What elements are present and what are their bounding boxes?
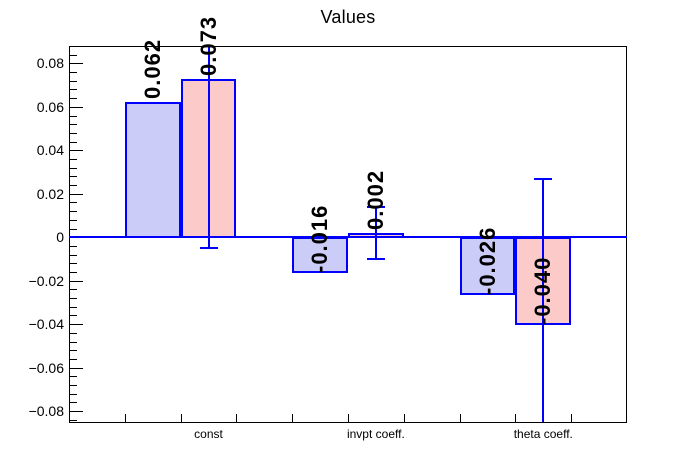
x-axis-tick [124,414,126,422]
y-axis-minor-tick [70,289,77,291]
y-axis-minor-tick [70,211,77,213]
plot-frame [69,46,627,423]
y-axis-tick-label: 0.02 [36,185,64,202]
bar-value-label: 0.002 [362,169,388,230]
y-axis-minor-tick [70,89,77,91]
y-axis-major-tick [70,280,83,282]
y-axis-minor-tick [70,98,77,100]
y-axis-minor-tick [70,315,77,317]
y-axis-tick-label: 0.06 [36,98,64,115]
y-axis-minor-tick [70,80,77,82]
y-axis-tick-label: −0.06 [28,359,64,376]
x-axis-tick [292,414,294,422]
bar-value-label: -0.040 [530,256,556,326]
y-axis-minor-tick [70,306,77,308]
x-axis-tick [236,414,238,422]
y-axis-major-tick [70,367,83,369]
y-axis-minor-tick [70,271,77,273]
y-axis-tick-label: 0 [56,229,64,246]
y-axis-minor-tick [70,332,77,334]
y-axis-minor-tick [70,54,77,56]
x-axis-category-label: const [194,427,223,441]
x-axis-tick [403,414,405,422]
y-axis-minor-tick [70,158,77,160]
bar-value-label: 0.073 [195,15,221,76]
y-axis-tick-label: 0.04 [36,142,64,159]
y-axis-minor-tick [70,350,77,352]
error-bar-cap-top [366,205,385,208]
error-bar-cap-bottom [366,257,385,260]
y-axis-minor-tick [70,167,77,169]
y-axis-minor-tick [70,393,77,395]
x-axis-category-label: invpt coeff. [346,427,405,441]
x-axis-tick [180,414,182,422]
zero-line [69,236,627,239]
bar-blue-2 [459,237,516,295]
y-axis-minor-tick [70,132,77,134]
y-axis-major-tick [70,193,83,195]
y-axis-major-tick [70,106,83,108]
y-axis-minor-tick [70,254,77,256]
x-axis-tick [571,414,573,422]
y-axis-minor-tick [70,219,77,221]
error-bar-cap-top [534,177,553,180]
y-axis-major-tick [70,63,83,65]
error-bar-line [374,206,377,259]
y-axis-tick-label: −0.04 [28,316,64,333]
x-axis-tick [348,414,349,422]
bar-value-label: -0.016 [307,204,333,273]
y-axis-minor-tick [70,376,77,378]
y-axis-minor-tick [70,263,77,265]
y-axis-major-tick [70,150,83,152]
y-axis-minor-tick [70,185,77,187]
y-axis-minor-tick [70,202,77,204]
y-axis-minor-tick [70,384,77,386]
x-axis-category-label: theta coeff. [513,427,573,441]
y-axis-minor-tick [70,298,77,300]
y-axis-tick-label: −0.02 [28,272,64,289]
y-axis-minor-tick [70,124,77,126]
bar-value-label: 0.062 [139,39,165,100]
y-axis-tick-label: 0.08 [36,55,64,72]
bar-blue-0 [124,102,181,239]
y-axis-tick-label: −0.08 [28,403,64,420]
x-axis-tick [459,414,461,422]
y-axis-major-tick [70,324,83,326]
bar-value-label: -0.026 [474,226,500,295]
error-bar-cap-bottom [199,247,218,250]
y-axis-minor-tick [70,358,77,360]
error-bar-line [542,178,545,422]
y-axis-minor-tick [70,245,77,247]
y-axis-minor-tick [70,176,77,178]
x-axis-tick [515,414,517,422]
y-axis-minor-tick [70,72,77,74]
y-axis-minor-tick [70,341,77,343]
y-axis-minor-tick [70,115,77,117]
y-axis-major-tick [70,411,83,413]
y-axis-minor-tick [70,402,77,404]
y-axis-minor-tick [70,419,77,421]
chart-title: Values [320,7,376,27]
y-axis-minor-tick [70,228,77,230]
error-bar-line [207,47,210,249]
y-axis-minor-tick [70,141,77,143]
